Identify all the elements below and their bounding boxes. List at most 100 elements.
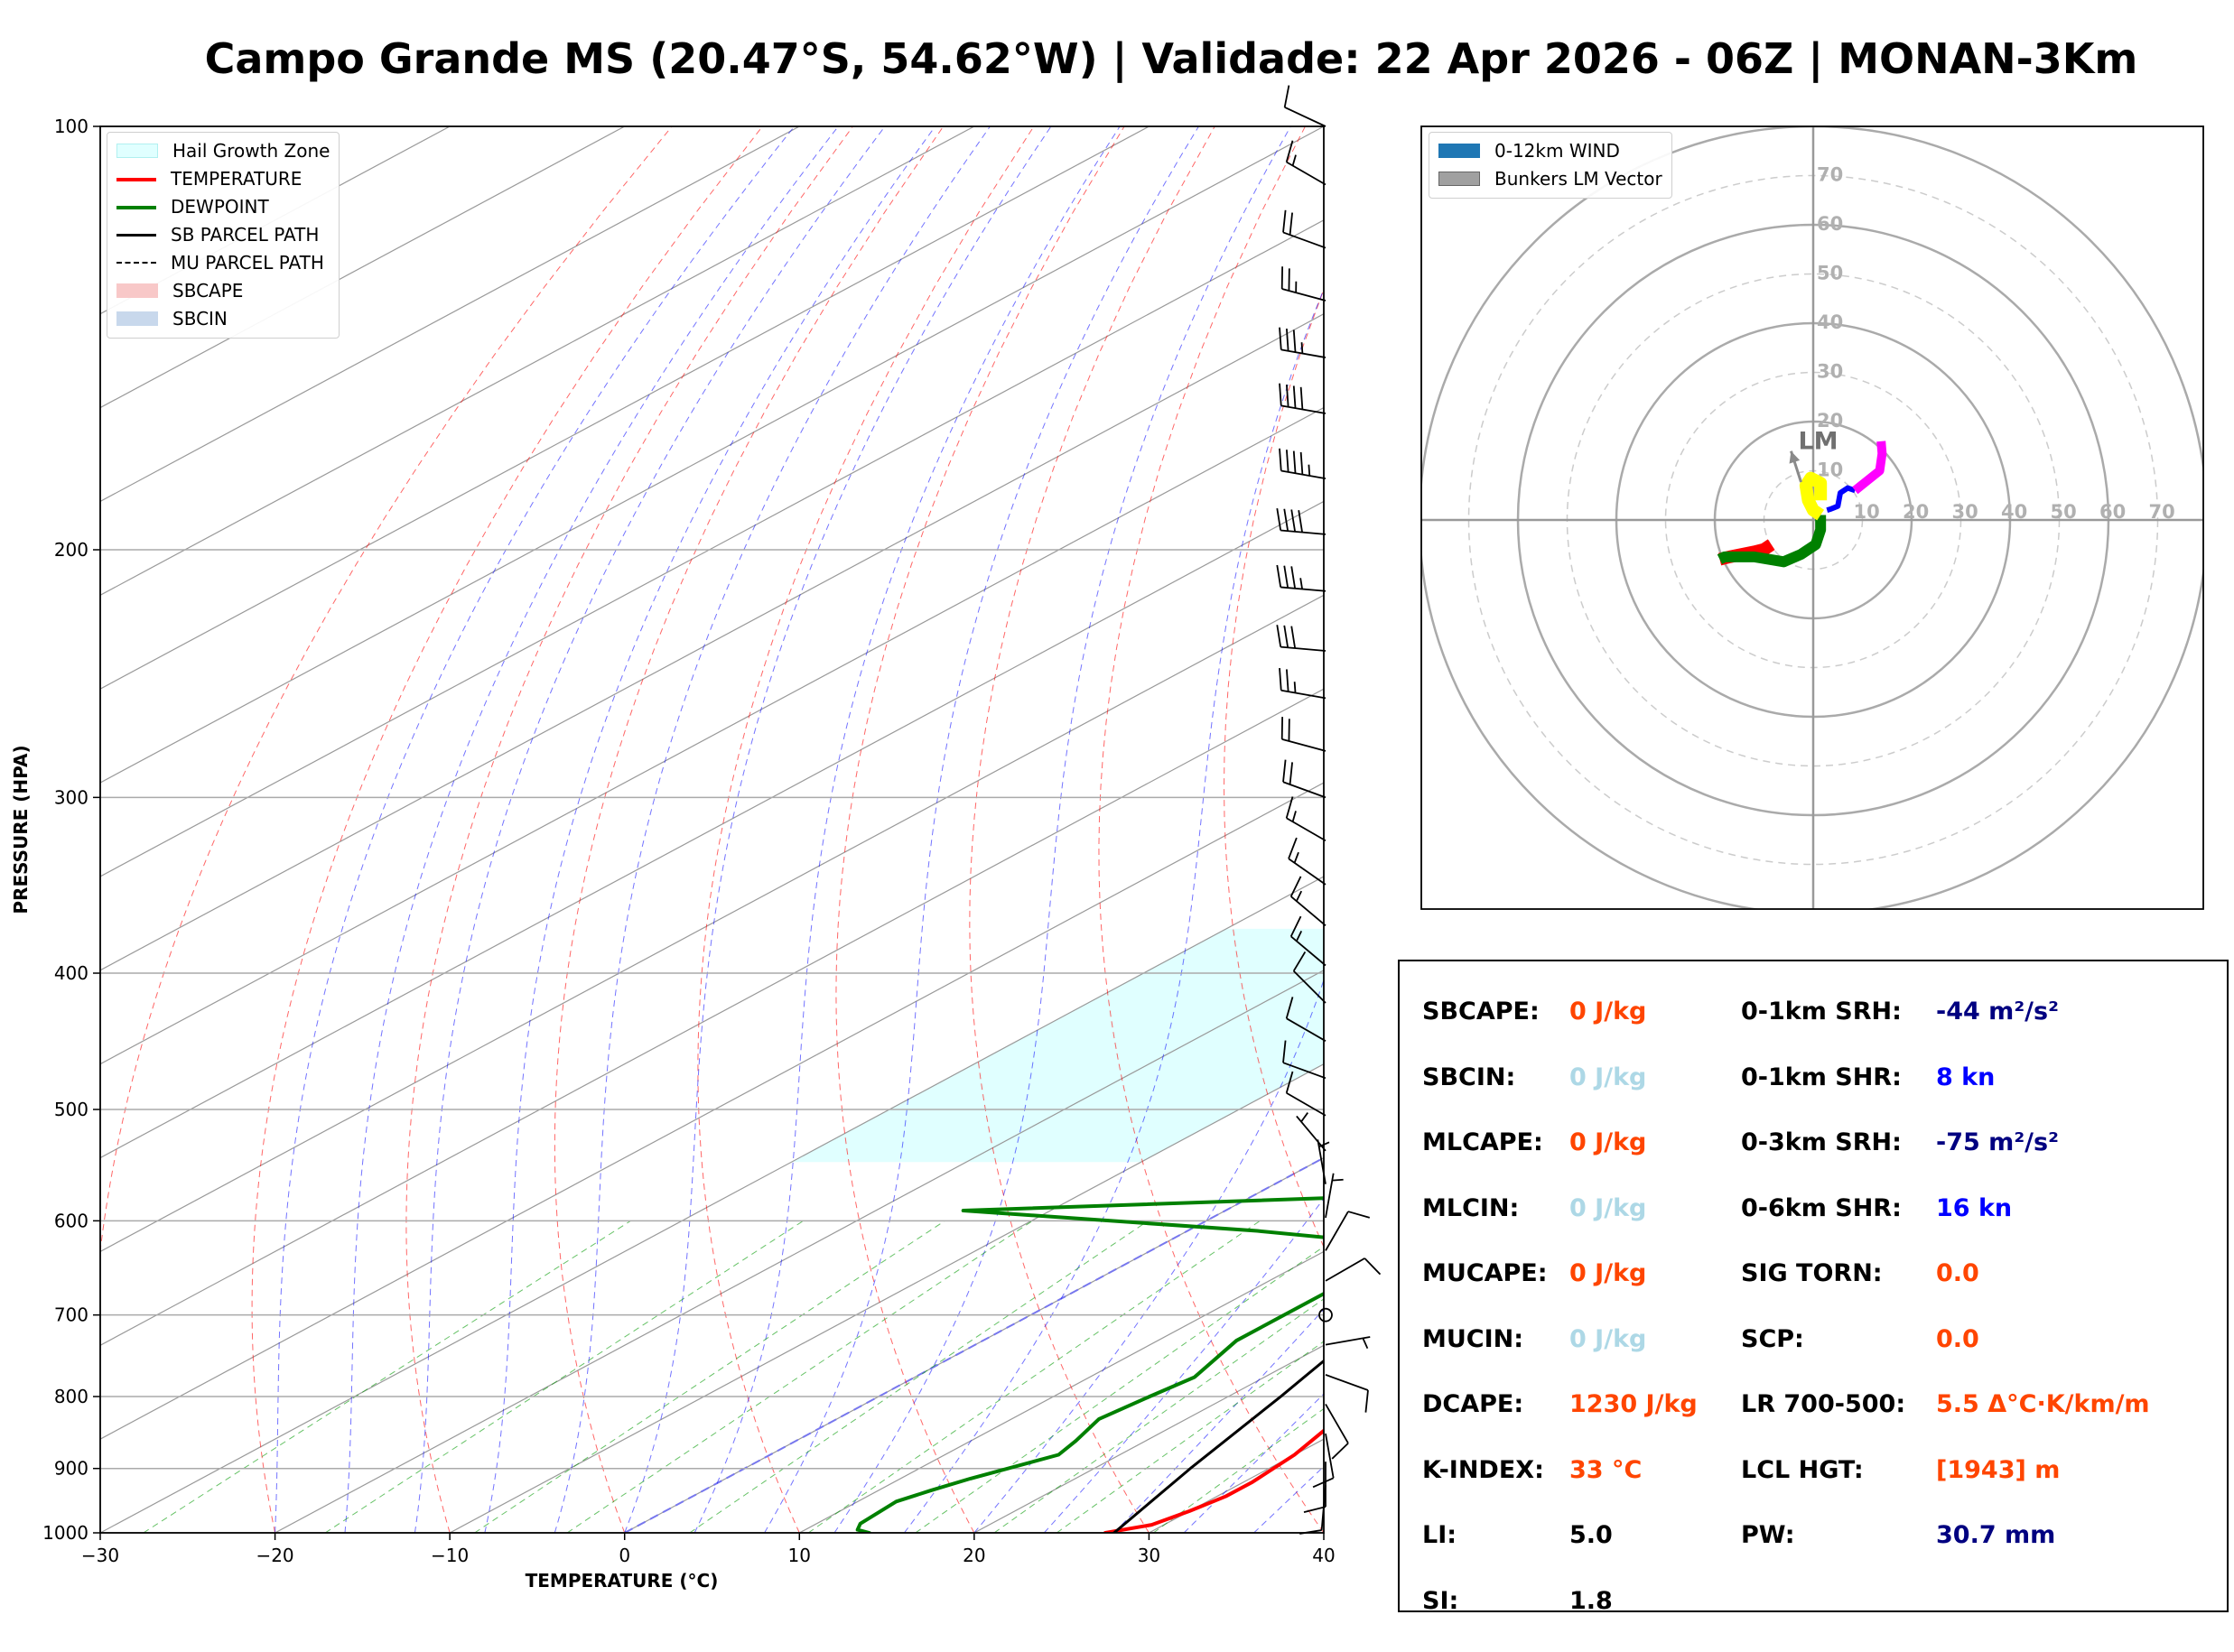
hodo-ring-label-y: 50 bbox=[1817, 263, 1843, 284]
moist-adiabat bbox=[275, 126, 796, 1533]
index-label: MLCAPE: bbox=[1422, 1128, 1543, 1156]
dry-adiabat bbox=[969, 126, 1215, 1533]
legend-label: MU PARCEL PATH bbox=[171, 251, 324, 274]
moist-adiabat bbox=[693, 126, 1121, 1533]
x-tick-label: 30 bbox=[1138, 1545, 1160, 1566]
index-label: SBCAPE: bbox=[1422, 998, 1540, 1026]
wind-barb bbox=[1276, 564, 1326, 592]
index-label: LR 700-500: bbox=[1741, 1390, 1906, 1418]
series-sb-parcel-path bbox=[1112, 1359, 1324, 1533]
dry-adiabat bbox=[100, 126, 673, 1533]
isotherm bbox=[100, 126, 1150, 690]
legend-item: SB PARCEL PATH bbox=[107, 220, 330, 248]
wind-barb bbox=[1285, 1071, 1326, 1117]
wind-barb bbox=[1325, 1173, 1344, 1219]
moist-adiabat bbox=[764, 126, 1199, 1533]
y-axis-label: PRESSURE (HPA) bbox=[10, 745, 32, 914]
index-value: 0.0 bbox=[1936, 1259, 1979, 1287]
y-tick-label: 900 bbox=[54, 1458, 88, 1480]
legend-swatch bbox=[116, 170, 156, 188]
index-label: PW: bbox=[1741, 1521, 1795, 1549]
moist-adiabat bbox=[833, 126, 1291, 1533]
dry-adiabat bbox=[1224, 288, 1324, 1248]
isotherm bbox=[100, 126, 1324, 784]
hodo-ring-label-x: 30 bbox=[1952, 501, 1978, 523]
index-label: SI: bbox=[1422, 1586, 1459, 1615]
isotherm bbox=[100, 126, 800, 503]
wind-barb bbox=[1279, 448, 1326, 480]
index-value: 0 J/kg bbox=[1569, 1193, 1647, 1222]
wind-barb bbox=[1280, 266, 1326, 302]
hodo-ring-label-y: 20 bbox=[1817, 410, 1843, 432]
legend-item: DEWPOINT bbox=[107, 192, 330, 220]
moist-adiabat bbox=[344, 126, 839, 1533]
bunkers-lm-arrowhead bbox=[1789, 450, 1801, 464]
wind-barb bbox=[1289, 876, 1326, 926]
wind-barb bbox=[1285, 140, 1326, 186]
legend-item: Bunkers LM Vector bbox=[1429, 164, 1662, 192]
legend-item: SBCIN bbox=[107, 304, 330, 332]
legend-swatch bbox=[1438, 143, 1480, 158]
index-value: 0 J/kg bbox=[1569, 998, 1647, 1026]
moist-adiabat bbox=[1043, 1197, 1324, 1533]
index-label: LCL HGT: bbox=[1741, 1455, 1864, 1484]
legend-label: TEMPERATURE bbox=[171, 167, 303, 190]
hodo-ring-label-x: 70 bbox=[2149, 501, 2175, 523]
index-label: DCAPE: bbox=[1422, 1390, 1524, 1418]
isotherm bbox=[100, 688, 1324, 1346]
wind-barb bbox=[1318, 1307, 1333, 1323]
skew-t-legend: Hail Growth Zone TEMPERATURE DEWPOINT SB PA… bbox=[107, 132, 340, 339]
index-value: 0.0 bbox=[1936, 1324, 1979, 1353]
index-label: SIG TORN: bbox=[1741, 1259, 1883, 1287]
index-value: 0 J/kg bbox=[1569, 1063, 1647, 1091]
wind-barb bbox=[1283, 85, 1326, 127]
isotherm bbox=[100, 126, 625, 409]
index-label: MLCIN: bbox=[1422, 1193, 1520, 1222]
isotherm bbox=[100, 313, 1324, 971]
legend-item: Hail Growth Zone bbox=[107, 136, 330, 164]
isotherm bbox=[100, 126, 975, 597]
index-label: SCP: bbox=[1741, 1324, 1804, 1353]
hodo-ring-label-x: 40 bbox=[2001, 501, 2027, 523]
hodo-ring-label-x: 20 bbox=[1903, 501, 1929, 523]
dry-adiabat bbox=[697, 126, 1035, 1533]
isotherm bbox=[100, 500, 1324, 1159]
wind-barb bbox=[1317, 1139, 1330, 1184]
y-tick-label: 600 bbox=[54, 1210, 88, 1231]
index-value: -75 m²/s² bbox=[1936, 1128, 2059, 1156]
lm-label: LM bbox=[1798, 428, 1838, 456]
y-tick-label: 700 bbox=[54, 1304, 88, 1326]
wind-barb bbox=[1282, 1040, 1326, 1080]
y-tick-label: 100 bbox=[54, 116, 88, 137]
legend-label: Bunkers LM Vector bbox=[1494, 167, 1662, 190]
wind-barb bbox=[1279, 383, 1326, 414]
isotherm bbox=[100, 406, 1324, 1065]
wind-barb bbox=[1325, 1403, 1349, 1460]
wind-barb bbox=[1292, 951, 1326, 1004]
legend-item: SBCAPE bbox=[107, 276, 330, 304]
hodo-segment bbox=[1826, 485, 1857, 513]
legend-item: MU PARCEL PATH bbox=[107, 248, 330, 276]
index-value: 30.7 mm bbox=[1936, 1521, 2056, 1549]
chart-title: Campo Grande MS (20.47°S, 54.62°W) | Val… bbox=[204, 34, 2138, 83]
index-label: MUCAPE: bbox=[1422, 1259, 1548, 1287]
legend-label: SBCAPE bbox=[172, 279, 244, 302]
isotherm bbox=[100, 782, 1324, 1440]
x-tick-label: 0 bbox=[619, 1545, 630, 1566]
dry-adiabat bbox=[554, 126, 945, 1533]
legend-item: TEMPERATURE bbox=[107, 164, 330, 192]
skew-t-frame bbox=[99, 125, 1325, 1534]
wind-barb bbox=[1282, 759, 1326, 799]
wind-barb bbox=[1325, 1336, 1371, 1350]
moist-adiabat bbox=[554, 126, 991, 1533]
wind-barb bbox=[1285, 796, 1326, 842]
moist-adiabat bbox=[414, 126, 886, 1533]
wind-barb bbox=[1279, 667, 1326, 700]
skew-t-plot-area bbox=[100, 126, 1324, 1533]
legend-item: 0-12km WIND bbox=[1429, 136, 1662, 164]
legend-label: SB PARCEL PATH bbox=[171, 223, 320, 246]
y-tick-label: 800 bbox=[54, 1386, 88, 1407]
